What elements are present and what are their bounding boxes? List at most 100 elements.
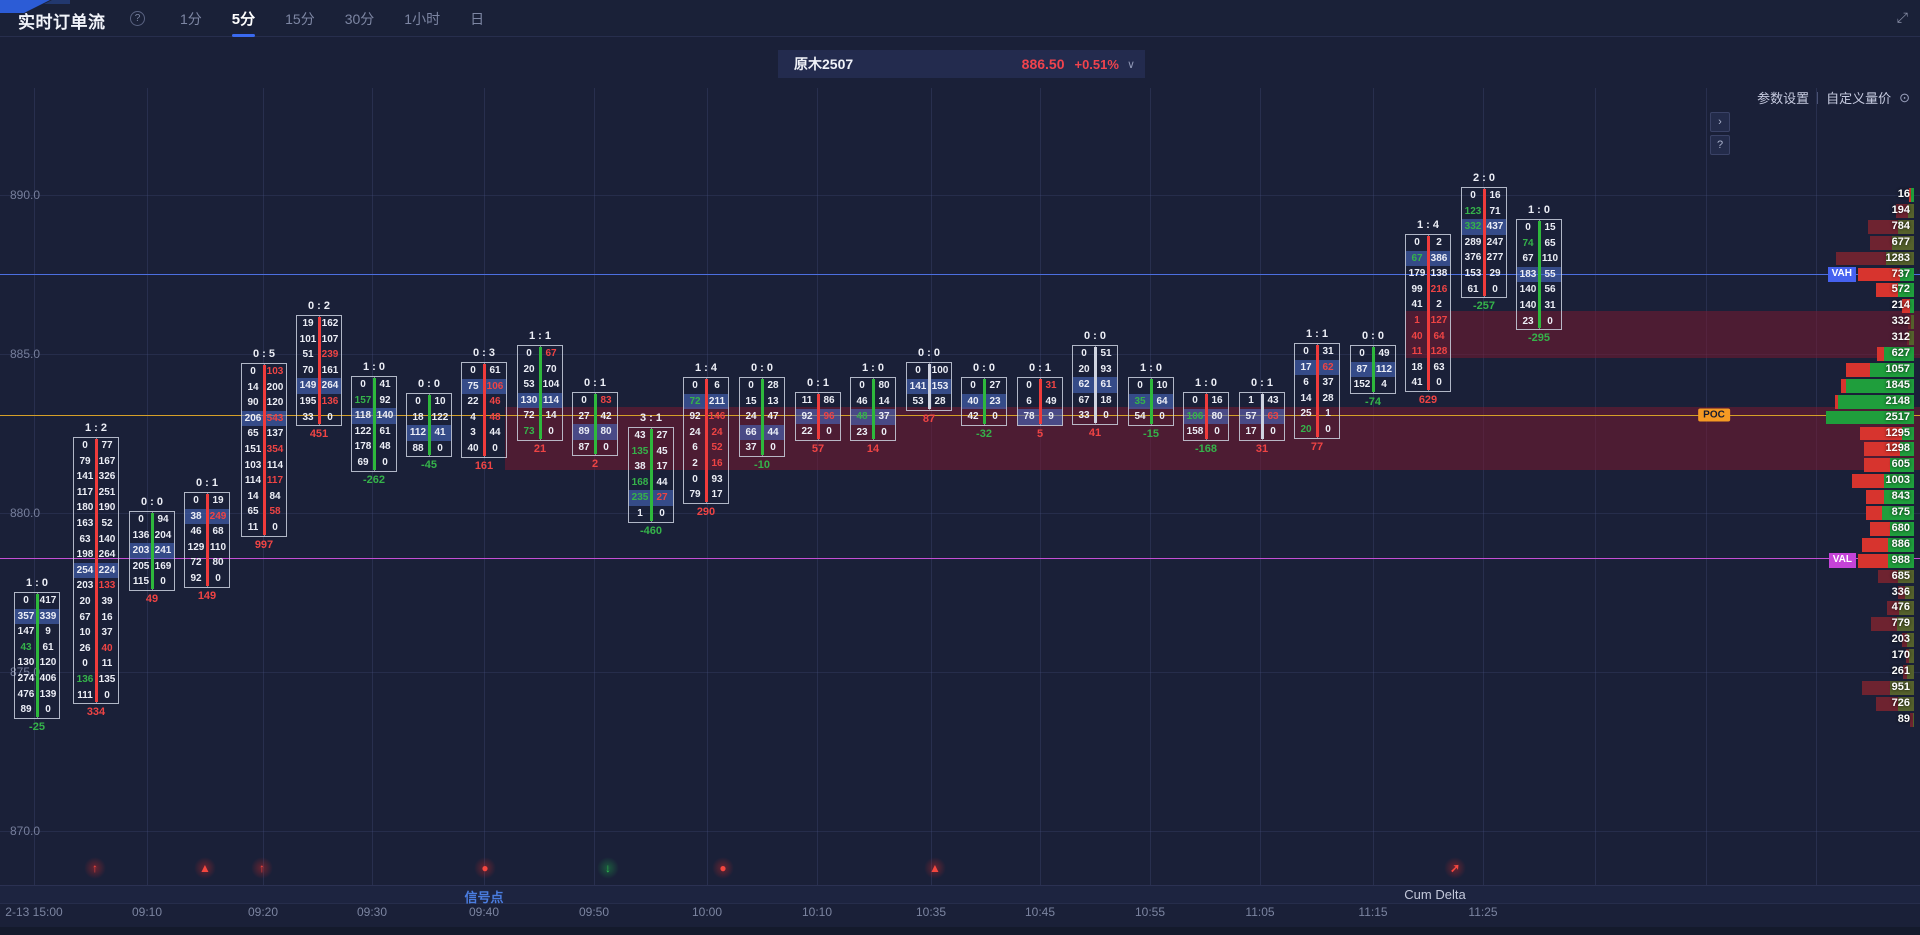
footprint-candle[interactable]: 3 : 1 43 27 135 45 38 17 168 44 235 27 1 0 -460 bbox=[628, 412, 674, 537]
profile-bar-buy bbox=[1870, 362, 1914, 377]
bid-volume: 163 bbox=[76, 517, 94, 529]
help-button[interactable]: ? bbox=[1710, 135, 1730, 155]
profile-bar-sell bbox=[1846, 362, 1870, 377]
footprint-candle[interactable]: 1 : 0 0 10 35 64 54 0 -15 bbox=[1128, 362, 1174, 440]
profile-bar bbox=[1896, 203, 1914, 218]
brand-corner-decoration bbox=[0, 0, 70, 13]
footprint-candle[interactable]: 0 : 0 0 100 141 153 53 28 87 bbox=[906, 347, 952, 425]
footprint-candle[interactable]: 1 : 0 0 16 106 80 158 0 -168 bbox=[1183, 377, 1229, 455]
ask-volume: 46 bbox=[489, 396, 501, 408]
footprint-candle[interactable]: 1 : 0 0 15 74 65 67 110 183 55 140 56 140 31 23 0 -295 bbox=[1516, 204, 1562, 344]
footprint-candle[interactable]: 0 : 1 11 86 92 96 22 0 57 bbox=[795, 377, 841, 455]
candle-direction-line bbox=[982, 379, 986, 424]
ask-volume: 65 bbox=[1544, 237, 1556, 249]
profile-bar bbox=[1841, 378, 1914, 393]
tab-timeframe-1[interactable]: 5分 bbox=[230, 0, 257, 37]
candle-direction-line bbox=[649, 429, 653, 521]
footprint-candle[interactable]: 0 : 2 19 162 101 107 51 239 70 161 149 264 195 136 33… bbox=[296, 300, 342, 440]
footprint-candle[interactable]: 0 : 0 0 51 20 93 62 61 67 18 33 0 41 bbox=[1072, 330, 1118, 439]
footprint-candle[interactable]: 1 : 1 0 67 20 70 53 104 130 114 72 14 73 0 21 bbox=[517, 330, 563, 455]
candle-direction-line bbox=[482, 364, 486, 456]
footprint-candle[interactable]: 0 : 1 1 43 57 63 17 0 31 bbox=[1239, 377, 1285, 455]
candle-price-row: 11 128 bbox=[1406, 344, 1450, 360]
candle-direction-line bbox=[593, 394, 597, 455]
time-tick-label: 09:50 bbox=[578, 905, 610, 919]
footprint-candle[interactable]: 0 : 1 0 83 27 42 89 80 87 0 2 bbox=[572, 377, 618, 470]
footprint-candle[interactable]: 1 : 0 0 417 357 339 147 9 43 61 130 120 274 406 476 13… bbox=[14, 577, 60, 733]
candle-price-row: 136 135 bbox=[74, 672, 118, 688]
footprint-candle[interactable]: 1 : 2 0 77 79 167 141 326 117 251 180 190 163 52 63 14… bbox=[73, 422, 119, 718]
candle-price-row: 6 37 bbox=[1295, 375, 1339, 391]
bid-volume: 129 bbox=[187, 541, 205, 553]
candle-box: 0 103 14 200 90 120 206 543 65 137 151 354 103 114 114… bbox=[241, 363, 287, 537]
profile-bar-buy bbox=[1909, 331, 1914, 345]
footprint-candle[interactable]: 1 : 1 0 31 17 62 6 37 14 28 25 1 20 0 77 bbox=[1294, 328, 1340, 453]
price-gridline bbox=[0, 195, 1920, 196]
footprint-candle[interactable]: 0 : 0 0 28 15 13 24 47 66 44 37 0 -10 bbox=[739, 362, 785, 471]
footprint-candle[interactable]: 1 : 4 0 2 67 386 179 138 99 216 41 2 1 127 40 64 11 128 1… bbox=[1405, 219, 1451, 406]
profile-bar bbox=[1858, 267, 1914, 282]
candle-ratio-header: 0 : 0 bbox=[972, 362, 995, 374]
footprint-candle[interactable]: 0 : 1 0 19 38 249 46 68 129 110 72 80 92 0 149 bbox=[184, 477, 230, 602]
ask-volume: 80 bbox=[1211, 410, 1223, 422]
footprint-candle[interactable]: 0 : 3 0 61 75 106 22 46 4 48 3 44 40 0 161 bbox=[461, 347, 507, 472]
profile-value: 89 bbox=[1897, 712, 1910, 725]
tab-timeframe-2[interactable]: 15分 bbox=[285, 10, 315, 27]
candle-price-row: 65 58 bbox=[242, 504, 286, 520]
footprint-candle[interactable]: 1 : 4 0 6 72 211 92 146 24 24 6 52 2 16 0 93 79 17 290 bbox=[683, 362, 729, 518]
candle-direction-line bbox=[262, 365, 266, 535]
candle-price-row: 1 127 bbox=[1406, 313, 1450, 329]
tab-timeframe-3[interactable]: 30分 bbox=[344, 10, 375, 27]
bid-volume: 180 bbox=[76, 502, 94, 514]
profile-value: 680 bbox=[1891, 521, 1910, 534]
ask-volume: 136 bbox=[321, 395, 339, 407]
tab-timeframe-5[interactable]: 日 bbox=[470, 10, 485, 27]
bid-volume: 87 bbox=[578, 441, 590, 453]
footprint-candle[interactable]: 0 : 5 0 103 14 200 90 120 206 543 65 137 151 354 103 1… bbox=[241, 348, 287, 551]
profile-row: 726 bbox=[1440, 696, 1920, 712]
bid-volume: 195 bbox=[299, 395, 317, 407]
tab-timeframe-4[interactable]: 1小时 bbox=[404, 10, 441, 27]
profile-bar bbox=[1887, 601, 1914, 616]
candle-price-row: 152 4 bbox=[1351, 377, 1395, 393]
page-title: 实时订单流 bbox=[18, 13, 106, 32]
custom-volume-button[interactable]: 自定义量价 bbox=[1826, 91, 1892, 106]
footprint-candle[interactable]: 2 : 0 0 16 123 71 332 437 289 247 376 277 153 29 61 0 -… bbox=[1461, 172, 1507, 312]
ask-volume: 133 bbox=[98, 580, 116, 592]
ask-volume: 169 bbox=[154, 560, 172, 572]
signal-marker-arrow-up: ↑ bbox=[84, 857, 106, 879]
fullscreen-icon[interactable]: ⤢ bbox=[1896, 9, 1908, 25]
bid-volume: 0 bbox=[1192, 395, 1198, 406]
instrument-selector[interactable]: 原木2507 886.50 +0.51% ∨ bbox=[778, 50, 1145, 78]
help-icon[interactable]: ? bbox=[130, 11, 145, 26]
ask-volume: 37 bbox=[1322, 377, 1334, 389]
candle-price-row: 70 161 bbox=[297, 363, 341, 379]
ask-volume: 0 bbox=[1103, 410, 1109, 422]
bid-volume: 274 bbox=[17, 672, 35, 684]
footprint-candle[interactable]: 0 : 0 0 49 87 112 152 4 -74 bbox=[1350, 330, 1396, 408]
collapse-button[interactable]: › bbox=[1710, 112, 1730, 132]
profile-bar-buy bbox=[1890, 458, 1914, 473]
ask-volume: 135 bbox=[98, 673, 116, 685]
ask-volume: 80 bbox=[600, 426, 612, 438]
footprint-candle[interactable]: 0 : 1 0 31 6 49 78 9 5 bbox=[1017, 362, 1063, 440]
footprint-candle[interactable]: 1 : 0 0 41 157 92 118 140 122 61 178 48 69 0 -262 bbox=[351, 361, 397, 486]
ask-volume: 58 bbox=[269, 506, 281, 518]
candle-price-row: 179 138 bbox=[1406, 266, 1450, 282]
ask-volume: 0 bbox=[437, 442, 443, 454]
ask-volume: 61 bbox=[489, 365, 501, 376]
footprint-candle[interactable]: 1 : 0 0 80 46 14 48 37 23 0 14 bbox=[850, 362, 896, 455]
ask-volume: 44 bbox=[767, 426, 779, 438]
bid-volume: 41 bbox=[1411, 299, 1423, 311]
footprint-candle[interactable]: 0 : 0 0 10 18 122 112 41 88 0 -45 bbox=[406, 378, 452, 471]
ask-volume: 93 bbox=[1100, 363, 1112, 375]
ask-volume: 146 bbox=[708, 411, 726, 423]
footprint-candle[interactable]: 0 : 0 0 94 136 204 203 241 205 169 115 0 49 bbox=[129, 496, 175, 605]
param-settings-button[interactable]: 参数设置 bbox=[1757, 91, 1810, 106]
footprint-candle[interactable]: 0 : 0 0 27 40 23 42 0 -32 bbox=[961, 362, 1007, 440]
ask-volume: 120 bbox=[266, 397, 284, 409]
ask-volume: 48 bbox=[489, 411, 501, 423]
tab-timeframe-0[interactable]: 1分 bbox=[180, 10, 202, 27]
